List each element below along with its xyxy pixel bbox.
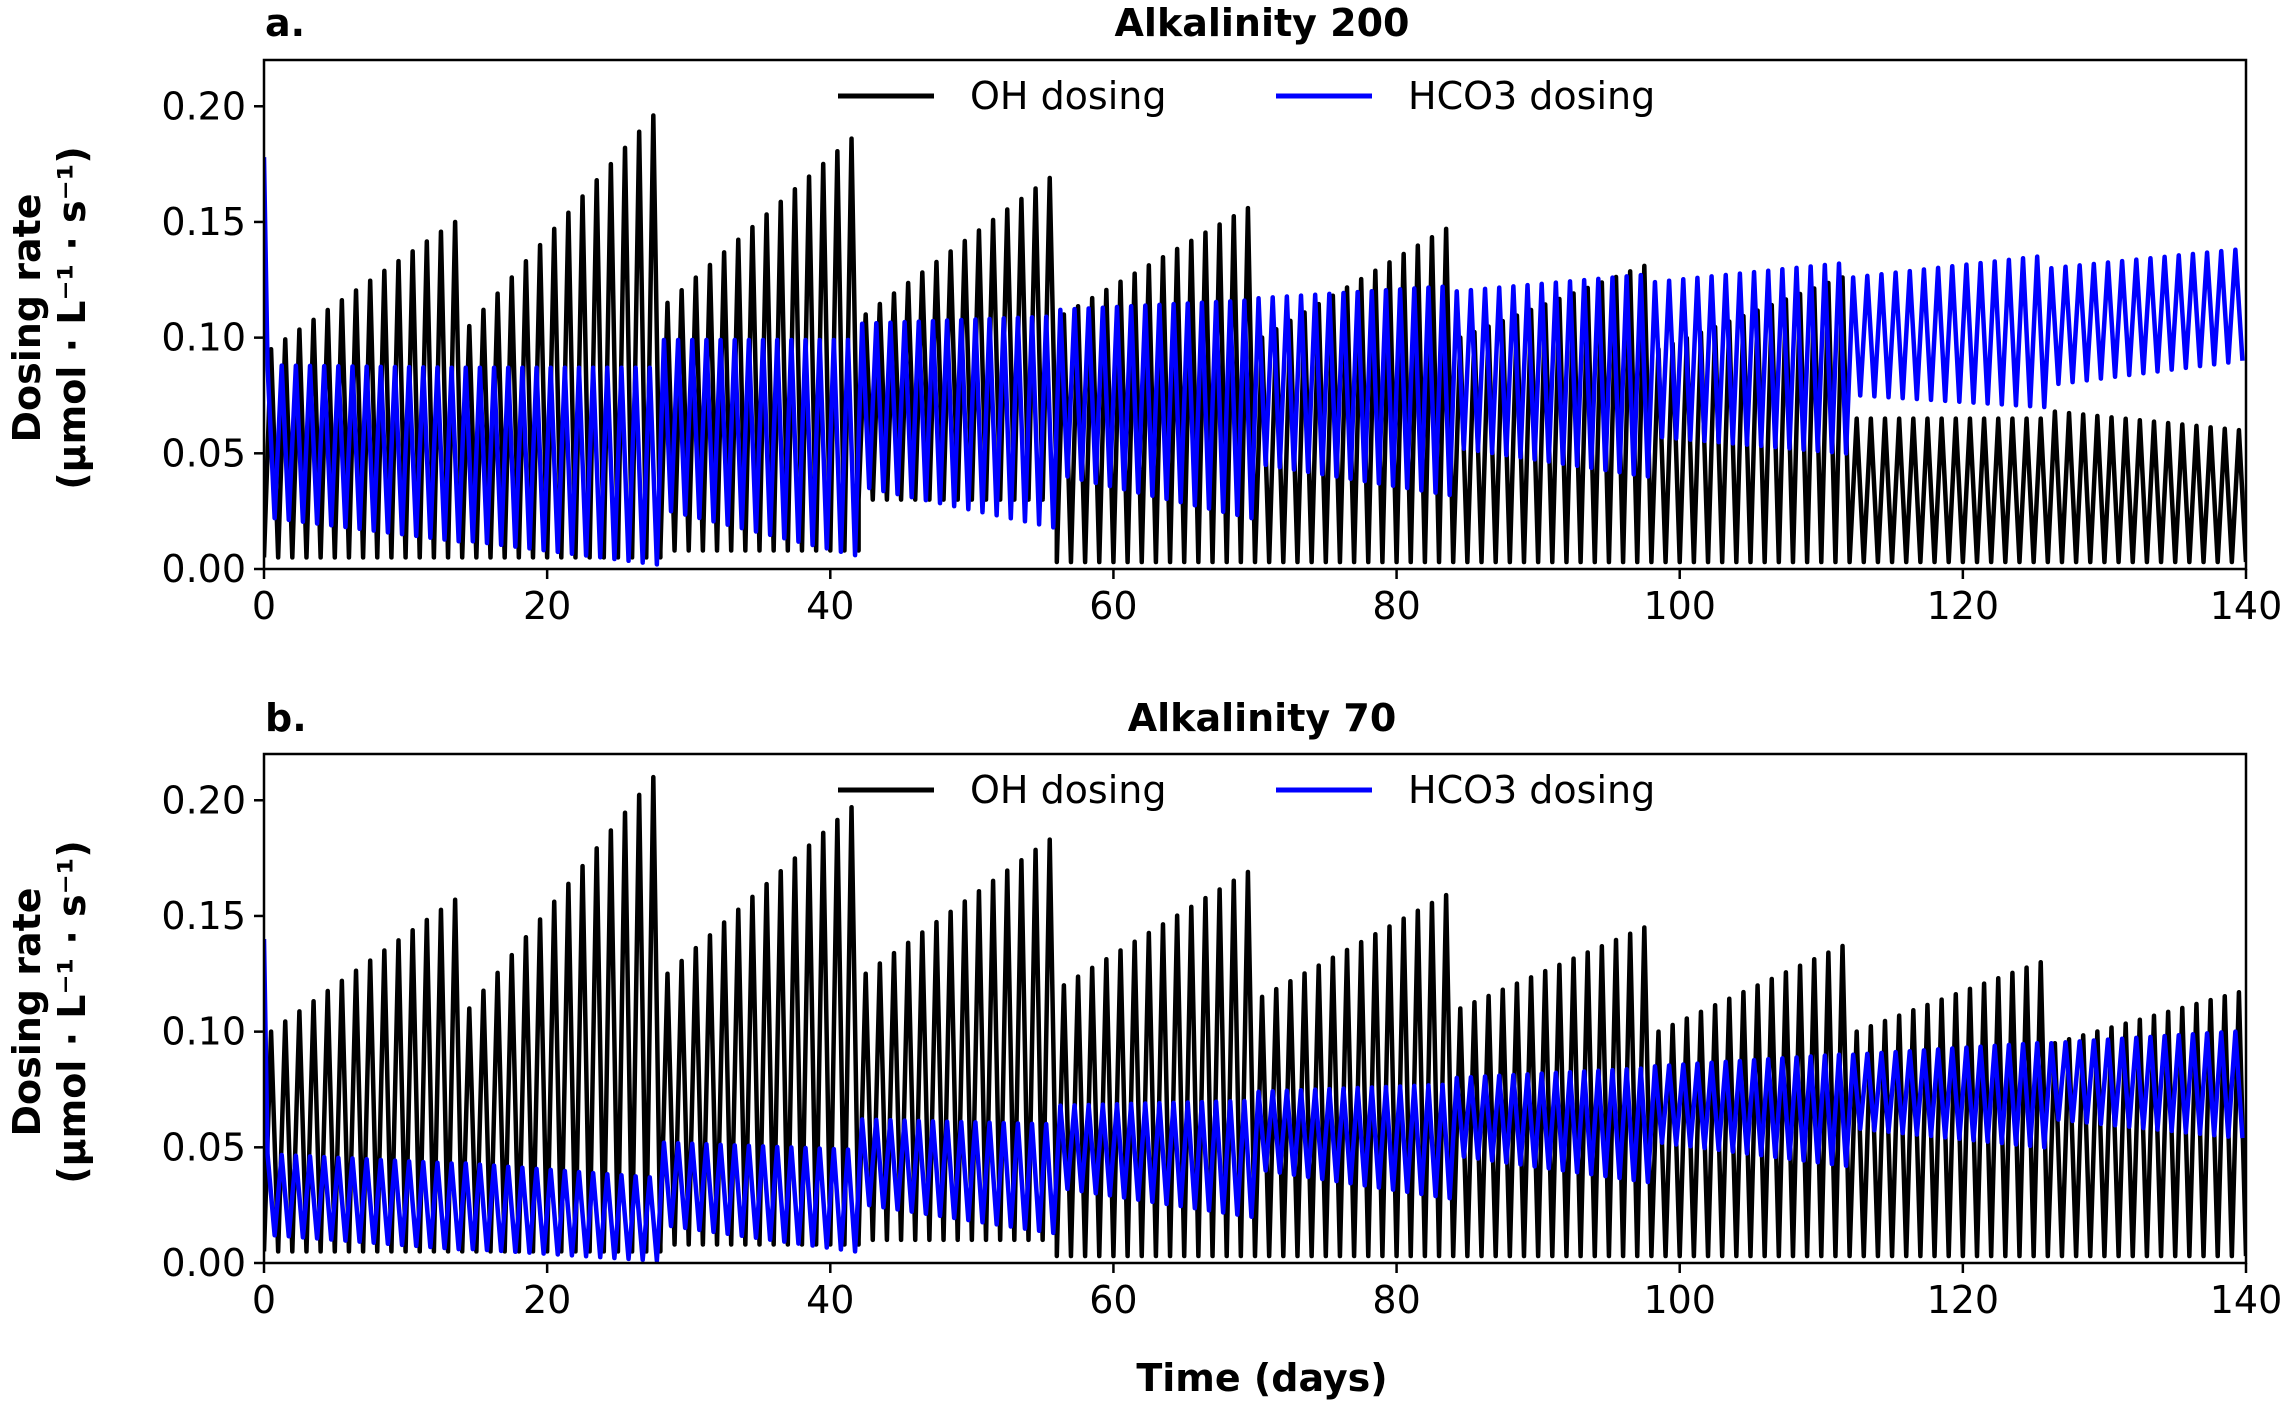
plot-frame [262,752,2248,1265]
legend-label: HCO3 dosing [1408,768,1655,812]
y-axis-label-line2: (µmol · L⁻¹ · s⁻¹) [50,840,94,1183]
series-line-oh-dosing [264,774,2246,1259]
y-tick-label: 0.10 [161,316,246,360]
panel-title: Alkalinity 70 [1128,696,1397,740]
plot-area: 0 20 40 60 80 100 120 140 0.00 0.05 0.10 0.15 0.20 OH… [161,752,2283,1322]
y-tick-label: 0.10 [161,1010,246,1054]
y-tick-label: 0.00 [161,547,246,591]
y-tick-label: 0.15 [161,894,246,938]
series-group [264,774,2246,1263]
x-tick-label: 80 [1372,584,1420,628]
legend-label: OH dosing [970,768,1167,812]
x-tick-label: 140 [2210,584,2283,628]
x-tick-label: 60 [1089,1278,1137,1322]
panel-letter: b. [265,696,307,740]
y-tick-label: 0.20 [161,84,246,128]
y-axis-label-line1: Dosing rate [5,193,49,442]
panel-b: b. Alkalinity 70 Dosing rate (µmol · L⁻¹… [5,696,2282,1400]
y-tick-label: 0.15 [161,200,246,244]
series-line-hco3-dosing [264,157,2245,567]
x-tick-label: 20 [523,584,571,628]
x-tick-label: 140 [2210,1278,2283,1322]
x-tick-label: 20 [523,1278,571,1322]
x-tick-label: 0 [252,1278,276,1322]
y-tick-label: 0.20 [161,778,246,822]
panel-letter: a. [265,1,305,45]
x-tick-label: 120 [1927,1278,2000,1322]
x-tick-label: 120 [1927,584,2000,628]
legend-label: OH dosing [970,74,1167,118]
series-line-oh-dosing [264,113,2246,565]
x-tick-label: 60 [1089,584,1137,628]
y-axis-label-line2: (µmol · L⁻¹ · s⁻¹) [50,146,94,489]
legend: OH dosing HCO3 dosing [838,768,1655,812]
legend-label: HCO3 dosing [1408,74,1655,118]
panel-a: a. Alkalinity 200 Dosing rate (µmol · L⁻… [5,1,2282,628]
series-group [264,113,2246,567]
x-tick-label: 80 [1372,1278,1420,1322]
x-axis-label: Time (days) [1136,1356,1387,1400]
y-axis-label-line1: Dosing rate [5,887,49,1136]
y-tick-label: 0.05 [161,431,246,475]
x-tick-label: 0 [252,584,276,628]
legend: OH dosing HCO3 dosing [838,74,1655,118]
x-tick-label: 40 [806,1278,854,1322]
x-tick-label: 40 [806,584,854,628]
x-tick-label: 100 [1643,584,1716,628]
series-line-hco3-dosing [264,939,2245,1263]
plot-area: 0 20 40 60 80 100 120 140 0.00 0.05 0.10 0.15 0.20 OH… [161,58,2283,628]
x-tick-label: 100 [1643,1278,1716,1322]
y-tick-label: 0.05 [161,1125,246,1169]
panel-title: Alkalinity 200 [1115,1,1410,45]
y-tick-label: 0.00 [161,1241,246,1285]
plot-frame [262,58,2248,571]
